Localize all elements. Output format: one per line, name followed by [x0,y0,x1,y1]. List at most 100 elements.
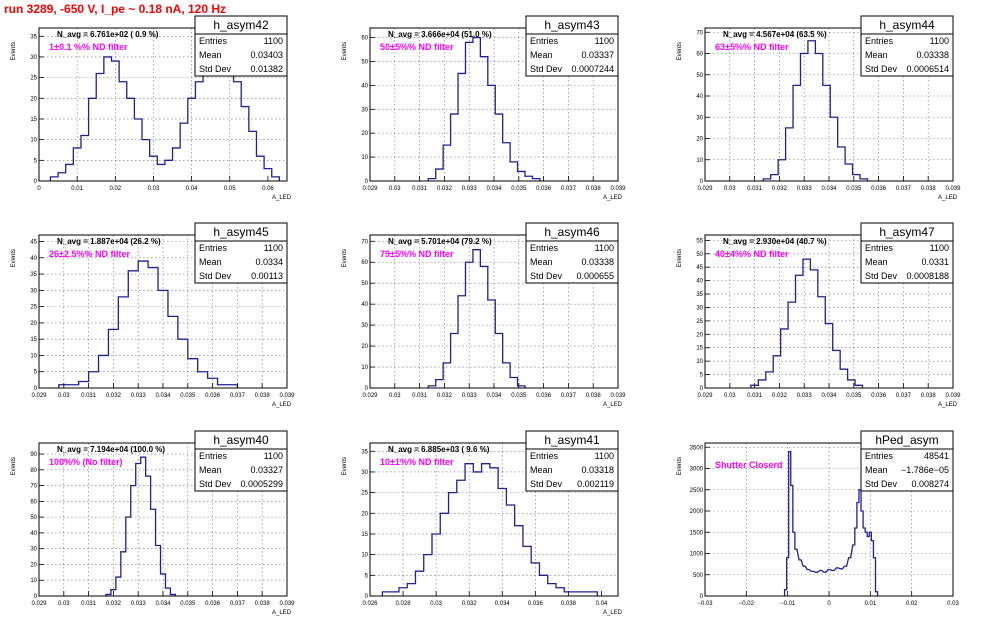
stats-key-entries: Entries [530,36,559,46]
run-title: run 3289, -650 V, I_pe ~ 0.18 nA, 120 Hz [4,2,226,16]
y-tick-label: 1000 [690,552,704,558]
n-avg-label: N_avg = 1.887e+04 (26.2 %) [57,237,161,246]
y-tick-label: 2500 [690,488,704,494]
y-tick-label: 70 [696,30,703,36]
y-tick-label: 40 [361,83,368,89]
stats-title: h_asym42 [213,18,269,32]
y-tick-label: 3000 [690,467,704,473]
filter-annotation: 63±5%% ND filter [715,42,789,52]
y-tick-label: 0 [34,594,38,600]
stats-value-entries: 48541 [924,451,949,461]
stats-value-entries: 1100 [595,243,614,253]
histogram-panel-h_asym40: 0.029 0.03 0.031 0.032 0.033 0.034 0.035 0.036 0… [11,430,295,616]
y-tick-label: 20 [361,131,368,137]
filter-annotation: 79±5%% ND filter [380,249,454,259]
x-axis-label: A_LED [603,195,623,201]
y-tick-label: 0 [700,179,704,185]
x-tick-label: 0.02 [906,601,918,607]
y-tick-label: 20 [361,344,368,350]
x-tick-label: 0.031 [412,186,428,192]
y-tick-label: 35 [30,272,37,278]
y-tick-label: 0 [34,386,38,392]
stats-key-mean: Mean [865,50,888,60]
stats-key-std_dev: Std Dev [865,271,898,281]
stats-value-mean: 0.03338 [581,257,614,267]
y-tick-label: 25 [30,76,37,82]
x-tick-label: 0.039 [279,393,295,399]
y-tick-label: 50 [696,252,703,258]
x-tick-label: 0.035 [846,393,862,399]
stats-key-std_dev: Std Dev [865,479,898,489]
y-tick-label: 3500 [690,445,704,451]
stats-key-mean: Mean [865,257,888,267]
stats-key-entries: Entries [530,451,559,461]
y-tick-label: 35 [361,449,368,455]
y-tick-label: 40 [30,256,37,262]
x-tick-label: 0.034 [155,601,171,607]
stats-value-std_dev: 0.0008188 [906,271,949,281]
x-tick-label: 0.01 [864,601,876,607]
stats-value-std_dev: 0.002119 [577,479,614,489]
x-tick-label: 0.03 [947,601,959,607]
stats-key-mean: Mean [199,257,222,267]
stats-value-mean: 0.03337 [581,50,614,60]
stats-value-entries: 1100 [264,451,283,461]
y-tick-label: 0 [365,179,369,185]
x-tick-label: 0.037 [230,393,246,399]
x-tick-label: 0.033 [797,393,813,399]
stats-value-std_dev: 0.0007244 [571,64,614,74]
x-tick-label: 0.01 [71,186,83,192]
x-tick-label: 0.033 [797,186,813,192]
y-tick-label: 25 [696,319,703,325]
x-tick-label: 0.039 [945,186,961,192]
x-tick-label: 0.037 [896,393,912,399]
stats-value-mean: 0.03338 [916,50,949,60]
y-tick-label: 10 [361,155,368,161]
x-tick-label: 0.026 [362,601,378,607]
stats-value-std_dev: 0.000655 [576,271,614,281]
x-tick-label: 0.035 [180,601,196,607]
stats-box [525,15,619,77]
stats-key-mean: Mean [530,50,553,60]
x-tick-label: 0.05 [224,186,236,192]
x-tick-label: 0.038 [255,393,271,399]
x-tick-label: 0.039 [610,186,626,192]
y-tick-label: 15 [30,337,37,343]
x-tick-label: 0.03 [389,393,401,399]
filter-annotation: 100%% (No filter) [49,457,123,467]
y-tick-label: 30 [30,288,37,294]
x-tick-label: 0.032 [437,393,453,399]
y-axis-label: Events [677,249,683,267]
x-tick-label: 0.037 [561,186,577,192]
x-tick-label: 0.03 [430,601,442,607]
x-tick-label: 0 [827,601,831,607]
histogram-line [381,463,598,596]
stats-value-mean: 0.0334 [255,257,283,267]
filter-annotation: 40±4%% ND filter [715,249,789,259]
y-tick-label: 0 [34,179,38,185]
filter-annotation: 26±2.5%% ND filter [49,249,130,259]
stats-value-entries: 1100 [264,243,283,253]
filter-annotation: Shutter Closerd [715,460,783,470]
filter-annotation: 1±0.1 %% ND filter [49,42,128,52]
stats-title: h_asym41 [544,433,600,447]
x-tick-label: −0.02 [739,601,755,607]
stats-title: h_asym47 [879,225,935,239]
x-tick-label: 0.039 [279,601,295,607]
y-tick-label: 5 [34,158,38,164]
histogram-panel-h_asym45: 0.029 0.03 0.031 0.032 0.033 0.034 0.035 0.036 0… [11,222,295,408]
y-tick-label: 45 [30,240,37,246]
y-tick-label: 40 [361,302,368,308]
y-tick-label: 10 [361,365,368,371]
n-avg-label: N_avg = 6.761e+02 ( 0.9 %) [57,30,159,39]
x-tick-label: 0.031 [412,393,428,399]
stats-key-entries: Entries [530,243,559,253]
x-tick-label: 0.03 [148,186,160,192]
x-tick-label: 0.035 [511,393,527,399]
x-tick-label: 0.034 [495,601,511,607]
x-tick-label: 0.03 [724,186,736,192]
x-tick-label: 0.029 [697,186,713,192]
histogram-line [783,450,879,596]
x-tick-label: 0.036 [205,601,221,607]
